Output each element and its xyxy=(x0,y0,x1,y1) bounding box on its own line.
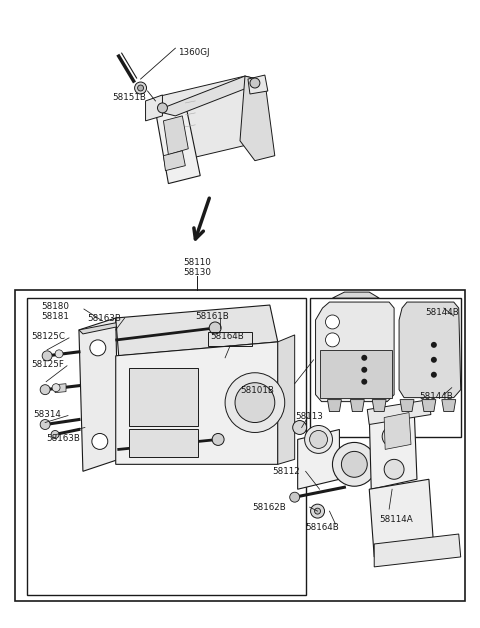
Polygon shape xyxy=(160,76,265,161)
Circle shape xyxy=(90,340,106,356)
Text: 58161B: 58161B xyxy=(195,312,229,321)
Circle shape xyxy=(55,350,63,358)
Text: 58144B: 58144B xyxy=(425,308,459,317)
Bar xyxy=(208,332,252,346)
Bar xyxy=(310,298,461,438)
Polygon shape xyxy=(367,399,431,425)
Circle shape xyxy=(431,372,437,377)
Circle shape xyxy=(92,433,108,450)
Circle shape xyxy=(51,430,59,438)
Polygon shape xyxy=(369,479,434,557)
Text: 58314: 58314 xyxy=(33,409,61,419)
Circle shape xyxy=(431,342,437,348)
Polygon shape xyxy=(400,399,414,411)
Circle shape xyxy=(212,433,224,445)
Polygon shape xyxy=(315,302,394,402)
Polygon shape xyxy=(156,76,265,116)
Text: 58151B: 58151B xyxy=(113,93,146,102)
Circle shape xyxy=(134,82,146,94)
Polygon shape xyxy=(55,384,66,392)
Circle shape xyxy=(40,420,50,430)
Bar xyxy=(27,298,306,595)
Polygon shape xyxy=(164,116,188,154)
Polygon shape xyxy=(333,292,379,298)
Circle shape xyxy=(341,452,367,477)
Text: 58181: 58181 xyxy=(41,312,69,321)
Polygon shape xyxy=(156,103,200,183)
Circle shape xyxy=(225,373,285,433)
Text: 58162B: 58162B xyxy=(252,503,286,512)
Circle shape xyxy=(293,421,307,435)
Text: 58130: 58130 xyxy=(183,268,211,277)
Text: 58180: 58180 xyxy=(41,302,69,311)
Circle shape xyxy=(235,382,275,423)
Bar xyxy=(15,290,465,601)
Circle shape xyxy=(431,357,437,363)
Circle shape xyxy=(361,367,367,373)
Polygon shape xyxy=(320,350,392,398)
Text: 58110: 58110 xyxy=(183,258,211,268)
Circle shape xyxy=(361,355,367,361)
Polygon shape xyxy=(240,76,275,161)
Text: 58163B: 58163B xyxy=(87,314,121,323)
Circle shape xyxy=(333,443,376,486)
Polygon shape xyxy=(369,404,417,489)
Polygon shape xyxy=(422,399,436,411)
Circle shape xyxy=(384,459,404,479)
Bar xyxy=(129,368,198,426)
Circle shape xyxy=(314,508,321,514)
Circle shape xyxy=(325,333,339,347)
Polygon shape xyxy=(374,534,461,567)
Polygon shape xyxy=(350,399,364,411)
Polygon shape xyxy=(298,430,339,489)
Polygon shape xyxy=(79,318,141,334)
Circle shape xyxy=(250,78,260,88)
Polygon shape xyxy=(248,75,268,94)
Circle shape xyxy=(325,315,339,329)
Circle shape xyxy=(42,351,52,361)
Circle shape xyxy=(382,426,402,447)
Polygon shape xyxy=(79,318,119,471)
Circle shape xyxy=(290,492,300,502)
Circle shape xyxy=(138,85,144,91)
Polygon shape xyxy=(116,305,278,356)
Text: 58164B: 58164B xyxy=(210,332,244,341)
Polygon shape xyxy=(145,95,162,121)
Circle shape xyxy=(209,322,221,334)
Text: 58125C: 58125C xyxy=(31,332,65,341)
Circle shape xyxy=(311,504,324,518)
Circle shape xyxy=(310,430,327,448)
Text: 58144B: 58144B xyxy=(419,392,453,401)
Polygon shape xyxy=(327,399,341,411)
Polygon shape xyxy=(399,302,461,398)
Circle shape xyxy=(361,379,367,385)
Polygon shape xyxy=(164,151,185,171)
Polygon shape xyxy=(442,399,456,411)
Polygon shape xyxy=(278,335,295,464)
Text: 58113: 58113 xyxy=(296,411,324,421)
Text: 58114A: 58114A xyxy=(379,515,413,524)
Polygon shape xyxy=(384,413,411,450)
Bar xyxy=(129,430,198,457)
Text: 58101B: 58101B xyxy=(240,386,274,394)
Text: 1360GJ: 1360GJ xyxy=(179,48,210,57)
Circle shape xyxy=(52,384,60,392)
Text: 58163B: 58163B xyxy=(46,435,80,443)
Text: 58125F: 58125F xyxy=(31,360,64,369)
Circle shape xyxy=(40,385,50,394)
Polygon shape xyxy=(372,399,386,411)
Text: 58164B: 58164B xyxy=(306,523,339,532)
Text: 58112: 58112 xyxy=(272,467,300,476)
Polygon shape xyxy=(116,342,278,464)
Circle shape xyxy=(305,426,333,453)
Circle shape xyxy=(157,103,168,113)
